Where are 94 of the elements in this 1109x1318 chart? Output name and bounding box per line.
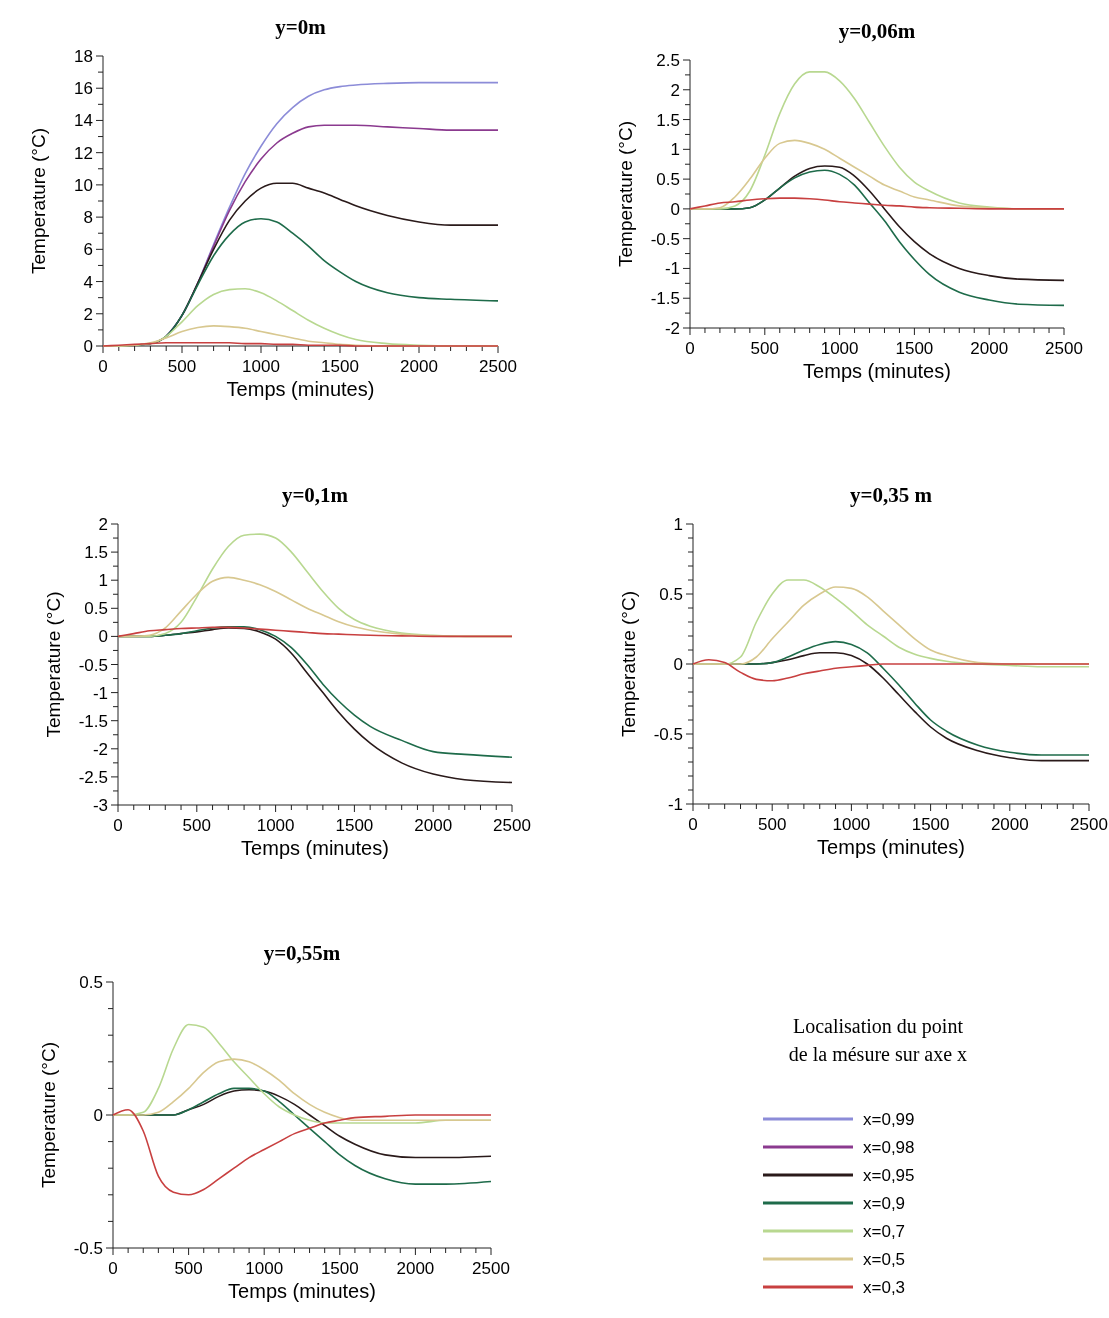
y-tick-label: 1 bbox=[98, 571, 108, 591]
x-axis-title: Temps (minutes) bbox=[228, 1280, 376, 1302]
x-tick-label: 500 bbox=[174, 1259, 203, 1278]
chart-title: y=0m bbox=[275, 15, 327, 39]
y-tick-label: 8 bbox=[83, 208, 93, 228]
y-tick-label: 2 bbox=[83, 304, 93, 324]
text: x=0,9 bbox=[863, 1194, 906, 1213]
y-tick-label: 18 bbox=[74, 47, 93, 66]
x-tick-label: 1500 bbox=[911, 815, 950, 834]
x-tick-label: 2500 bbox=[493, 816, 531, 835]
y-tick-label: -1 bbox=[667, 795, 683, 814]
legend-title: Localisation du point de la mésure sur axe x bbox=[788, 1015, 968, 1065]
y-axis-title: Temperature (°C) bbox=[43, 591, 64, 738]
chart-title: y=0,1m bbox=[281, 483, 349, 507]
y-axis-title: Temperature (°C) bbox=[28, 128, 49, 274]
x-axis-title: Temps (minutes) bbox=[241, 837, 389, 859]
x-tick-label: 2000 bbox=[396, 1259, 435, 1278]
x-tick-label: 1500 bbox=[321, 357, 359, 376]
y-tick-label: -2 bbox=[92, 739, 108, 759]
x-tick-label: 1000 bbox=[820, 339, 859, 358]
y-tick-label: 2 bbox=[670, 80, 680, 100]
x-tick-label: 2500 bbox=[1070, 815, 1108, 834]
x-tick-label: 2500 bbox=[472, 1259, 510, 1278]
y-tick-label: -3 bbox=[92, 796, 108, 815]
x-tick-label: 1500 bbox=[895, 339, 934, 358]
y-tick-label: 2.5 bbox=[656, 51, 680, 70]
y-tick-label: 0.5 bbox=[79, 973, 103, 992]
y-tick-label: 0 bbox=[93, 1106, 103, 1125]
y-tick-label: 0 bbox=[670, 199, 680, 219]
x-tick-label: 500 bbox=[750, 339, 779, 358]
y-tick-label: 2 bbox=[98, 515, 108, 534]
x-tick-label: 1000 bbox=[245, 1259, 284, 1278]
y-tick-label: -0.5 bbox=[73, 1239, 103, 1258]
y-tick-label: -0.5 bbox=[653, 725, 683, 744]
y-tick-label: -0.5 bbox=[78, 655, 108, 675]
line-series bbox=[112, 1108, 492, 1196]
x-tick-label: 2500 bbox=[479, 357, 517, 376]
y-tick-label: 1 bbox=[670, 140, 680, 160]
y-axis-title: Temperature (°C) bbox=[615, 121, 636, 267]
x-axis-title: Temps (minutes) bbox=[817, 836, 965, 858]
y-tick-label: 1.5 bbox=[656, 110, 680, 130]
x-tick-label: 0 bbox=[113, 816, 123, 835]
x-tick-label: 0 bbox=[688, 815, 698, 834]
y-tick-label: 6 bbox=[83, 240, 93, 260]
line-series bbox=[117, 626, 513, 638]
x-tick-label: 1000 bbox=[832, 815, 871, 834]
text: x=0,5 bbox=[863, 1250, 906, 1269]
line-series bbox=[692, 659, 1090, 682]
x-tick-label: 2000 bbox=[970, 339, 1009, 358]
line-series bbox=[112, 1058, 492, 1122]
x-tick-label: 2000 bbox=[414, 816, 453, 835]
y-tick-label: -1 bbox=[92, 683, 108, 703]
y-tick-label: 14 bbox=[74, 111, 93, 131]
y-axis-title: Temperature (°C) bbox=[38, 1042, 59, 1188]
text: x=0,7 bbox=[863, 1222, 906, 1241]
y-tick-label: 1.5 bbox=[84, 543, 108, 563]
y-tick-label: 0.5 bbox=[84, 599, 108, 619]
text: x=0,99 bbox=[863, 1110, 915, 1129]
y-tick-label: -1.5 bbox=[650, 289, 680, 309]
text: x=0,98 bbox=[863, 1138, 915, 1157]
y-tick-label: 0 bbox=[98, 627, 108, 647]
x-tick-label: 2500 bbox=[1045, 339, 1083, 358]
x-tick-label: 1500 bbox=[335, 816, 374, 835]
chart-title: y=0,35 m bbox=[850, 483, 933, 507]
y-tick-label: 12 bbox=[74, 143, 93, 163]
y-tick-label: 0.5 bbox=[656, 170, 680, 190]
line-series bbox=[689, 197, 1065, 210]
y-tick-label: -1.5 bbox=[78, 711, 108, 731]
chart-title: y=0,06m bbox=[838, 19, 916, 43]
y-tick-label: 0 bbox=[673, 655, 683, 674]
x-tick-label: 500 bbox=[182, 816, 211, 835]
y-tick-label: -0.5 bbox=[650, 229, 680, 249]
x-tick-label: 1500 bbox=[320, 1259, 359, 1278]
x-tick-label: 2000 bbox=[990, 815, 1029, 834]
x-tick-label: 0 bbox=[685, 339, 695, 358]
y-axis-title: Temperature (°C) bbox=[618, 591, 639, 737]
x-tick-label: 1000 bbox=[256, 816, 295, 835]
text: x=0,3 bbox=[863, 1278, 906, 1297]
x-tick-label: 1000 bbox=[242, 357, 280, 376]
x-axis-title: Temps (minutes) bbox=[803, 360, 951, 382]
y-tick-label: 16 bbox=[74, 79, 93, 99]
x-axis-title: Temps (minutes) bbox=[226, 378, 375, 400]
y-tick-label: -2.5 bbox=[78, 767, 108, 787]
y-tick-label: 10 bbox=[74, 175, 93, 195]
x-tick-label: 2000 bbox=[400, 357, 438, 376]
y-tick-label: 0.5 bbox=[659, 585, 683, 604]
y-tick-label: -1 bbox=[664, 259, 680, 279]
x-tick-label: 500 bbox=[758, 815, 787, 834]
y-tick-label: 4 bbox=[83, 272, 93, 292]
chart-title: y=0,55m bbox=[263, 941, 341, 965]
x-tick-label: 500 bbox=[167, 357, 197, 376]
y-tick-label: -2 bbox=[664, 319, 680, 338]
y-tick-label: 1 bbox=[673, 515, 683, 534]
text: x=0,95 bbox=[863, 1166, 915, 1185]
